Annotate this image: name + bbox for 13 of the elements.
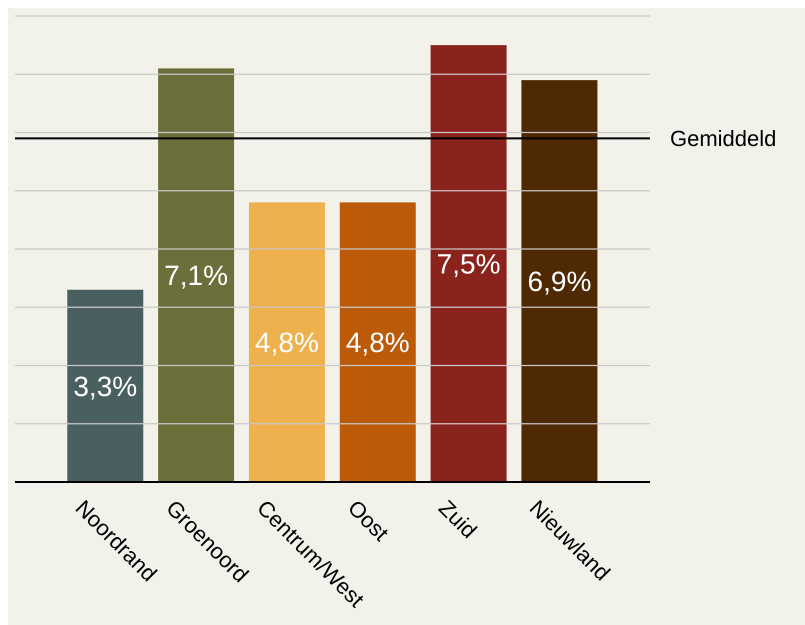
data-label: 7,1%: [164, 260, 228, 292]
data-label: 3,3%: [73, 370, 138, 402]
bar: [67, 290, 144, 482]
data-label: 6,9%: [528, 266, 592, 297]
data-label: 7,5%: [436, 248, 501, 280]
ref-line-label: Gemiddeld: [670, 126, 776, 152]
bar: [248, 202, 325, 482]
data-label: 4,8%: [255, 327, 319, 358]
bar: [340, 202, 416, 482]
bar: [430, 45, 507, 482]
data-label: 4,8%: [346, 327, 410, 358]
bar: [158, 68, 234, 482]
bar: [521, 80, 598, 482]
